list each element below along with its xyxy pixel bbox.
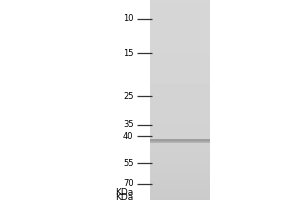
Text: KDa: KDa xyxy=(115,193,134,200)
Text: 25: 25 xyxy=(123,92,134,101)
Text: 35: 35 xyxy=(123,120,134,129)
Text: 15: 15 xyxy=(123,49,134,58)
Text: 10: 10 xyxy=(123,14,134,23)
Text: 40: 40 xyxy=(123,132,134,141)
Text: 70: 70 xyxy=(123,179,134,188)
Text: 55: 55 xyxy=(123,159,134,168)
Text: KDa: KDa xyxy=(115,188,134,197)
